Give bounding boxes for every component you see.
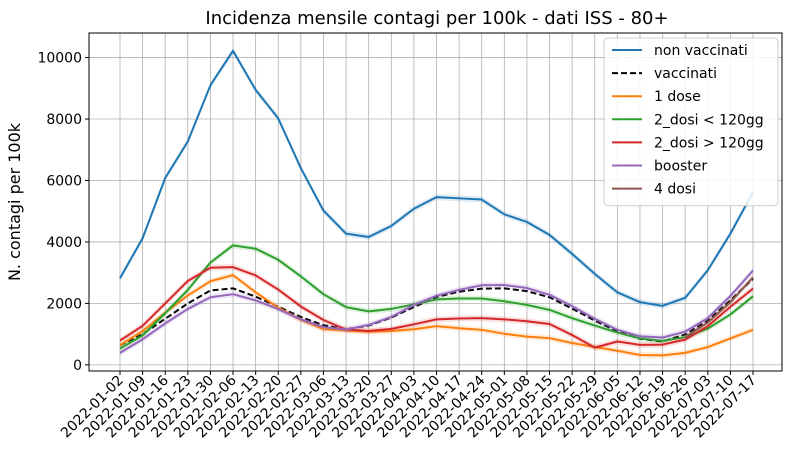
chart-title: Incidenza mensile contagi per 100k - dat…	[205, 8, 668, 29]
plot-frame	[88, 32, 783, 372]
y-tick-label: 10000	[37, 51, 82, 67]
series-booster	[119, 267, 754, 356]
series-line	[119, 274, 754, 357]
y-axis-label: N. contagi per 100k	[5, 122, 24, 281]
series-1-dose	[119, 272, 754, 359]
series-2-dosi-120gg	[119, 264, 754, 351]
series-non-vaccinati	[119, 47, 754, 309]
legend-label: 1 dose	[654, 89, 701, 105]
series-4-dosi	[684, 274, 754, 341]
series-band	[685, 274, 753, 341]
grid	[89, 33, 782, 371]
series-band	[120, 242, 753, 352]
y-tick-label: 6000	[46, 173, 82, 189]
legend-label: booster	[654, 159, 707, 175]
legend-label: non vaccinati	[654, 43, 748, 59]
series-layer	[119, 47, 754, 359]
legend-label: 2_dosi < 120gg	[654, 112, 764, 128]
series-line	[119, 49, 754, 307]
series-line	[119, 244, 754, 350]
y-tick-label: 8000	[46, 112, 82, 128]
legend-label: 4 dosi	[654, 182, 696, 198]
series-line	[684, 276, 754, 339]
series-line	[119, 266, 754, 349]
legend-label: 2_dosi > 120gg	[654, 135, 764, 151]
y-tick-label: 0	[73, 358, 82, 374]
y-tick-label: 2000	[46, 296, 82, 312]
series-band	[120, 272, 753, 359]
y-axis: 0 2000 4000 6000 8000 10000	[37, 51, 89, 374]
legend-box	[603, 37, 779, 207]
legend: non vaccinati vaccinati 1 dose 2_dosi < 120…	[603, 37, 779, 207]
x-axis: 2022-01-022022-01-092022-01-162022-01-23…	[58, 371, 760, 441]
series-line	[119, 269, 754, 354]
series-2-dosi-120gg	[119, 242, 754, 352]
legend-label: vaccinati	[654, 66, 717, 82]
y-tick-label: 4000	[46, 235, 82, 251]
